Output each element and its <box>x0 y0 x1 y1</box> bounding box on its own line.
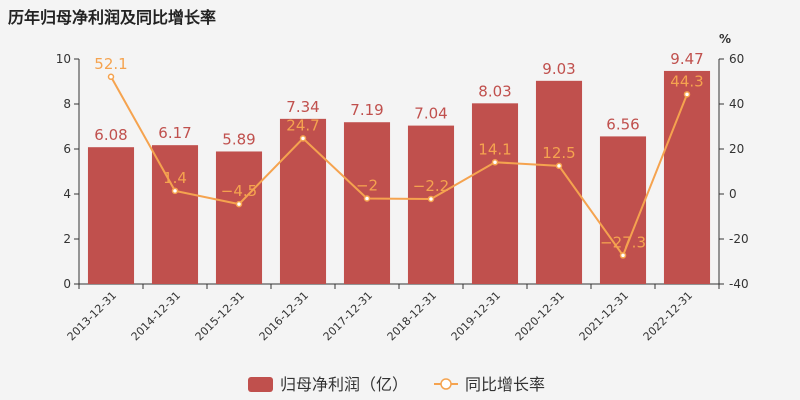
x-tick-label: 2016-12-31 <box>257 289 311 343</box>
bar-value-label: 9.47 <box>670 50 703 68</box>
y-right-tick-label: -20 <box>729 232 749 246</box>
growth-point <box>491 159 499 166</box>
growth-value-label: 44.3 <box>670 72 703 90</box>
x-tick-label: 2013-12-31 <box>65 289 119 343</box>
legend-bar-swatch <box>248 377 273 392</box>
bar-value-label: 7.34 <box>286 98 319 116</box>
growth-value-label: 52.1 <box>94 55 127 73</box>
bar-value-label: 6.08 <box>94 126 127 144</box>
growth-point <box>299 135 307 142</box>
legend-line-label: 同比增长率 <box>465 375 545 394</box>
bar-labels: 6.08 6.17 5.89 7.34 7.19 7.04 8.03 9.03 6.56 9.47 <box>94 50 703 149</box>
bar <box>215 151 263 284</box>
growth-value-label: −2 <box>356 177 378 195</box>
x-tick-label: 2015-12-31 <box>193 289 247 343</box>
y-left-tick-label: 8 <box>63 97 71 111</box>
y-left-tick-label: 2 <box>63 232 71 246</box>
y-right-tick-label: 40 <box>729 97 744 111</box>
y-right-tick-label: 20 <box>729 142 744 156</box>
growth-point <box>171 187 179 195</box>
bar-value-label: 6.56 <box>606 115 639 133</box>
x-tick-label: 2014-12-31 <box>129 289 183 343</box>
x-tick-label: 2021-12-31 <box>577 289 631 343</box>
bar <box>599 136 647 284</box>
growth-point <box>619 252 627 259</box>
bar-value-label: 7.19 <box>350 101 383 119</box>
bar-value-label: 6.17 <box>158 124 191 142</box>
bars <box>87 70 711 284</box>
chart-title: 历年归母净利润及同比增长率 <box>8 8 217 27</box>
bar-value-label: 8.03 <box>478 82 511 100</box>
bar <box>407 125 455 284</box>
x-tick-label: 2022-12-31 <box>641 289 695 343</box>
x-tick-label: 2019-12-31 <box>449 289 503 343</box>
growth-value-label: −2.2 <box>413 177 449 195</box>
bar <box>663 70 711 284</box>
bar <box>279 118 327 284</box>
legend-line-marker <box>440 378 452 390</box>
bar-value-label: 9.03 <box>542 60 575 78</box>
y-right-unit: % <box>719 32 731 46</box>
growth-value-label: −27.3 <box>600 233 646 251</box>
y-right-tick-label: -40 <box>729 277 749 291</box>
growth-value-label: −4.5 <box>221 182 257 200</box>
growth-value-label: 24.7 <box>286 116 319 134</box>
y-right-tick-label: 60 <box>729 52 744 66</box>
growth-value-label: 1.4 <box>163 169 187 187</box>
y-left-tick-label: 6 <box>63 142 71 156</box>
y-left-tick-label: 0 <box>63 277 71 291</box>
growth-line: 52.1 1.4 −4.5 24.7 −2 −2.2 14.1 12.5 −27.3 44.3 <box>94 55 704 259</box>
x-tick-label: 2017-12-31 <box>321 289 375 343</box>
bar <box>535 80 583 284</box>
growth-polyline <box>110 76 688 258</box>
bar <box>87 147 135 284</box>
growth-point <box>235 200 243 208</box>
bar <box>471 103 519 284</box>
bar-value-label: 5.89 <box>222 130 255 148</box>
growth-point <box>683 91 691 98</box>
bar-value-label: 7.04 <box>414 105 447 123</box>
y-left-tick-label: 10 <box>56 52 71 66</box>
y-left-tick-label: 4 <box>63 187 71 201</box>
bar <box>151 145 199 284</box>
legend: 归母净利润（亿） 同比增长率 <box>248 375 545 394</box>
x-tick-label: 2018-12-31 <box>385 289 439 343</box>
growth-value-label: 12.5 <box>542 144 575 162</box>
growth-point <box>107 73 115 81</box>
growth-value-label: 14.1 <box>478 140 511 158</box>
y-right-tick-label: 0 <box>729 187 737 201</box>
x-tick-label: 2020-12-31 <box>513 289 567 343</box>
growth-point <box>427 195 435 203</box>
growth-point <box>555 162 563 170</box>
bar <box>343 122 391 284</box>
legend-bar-label: 归母净利润（亿） <box>280 375 408 394</box>
growth-point <box>363 195 371 202</box>
